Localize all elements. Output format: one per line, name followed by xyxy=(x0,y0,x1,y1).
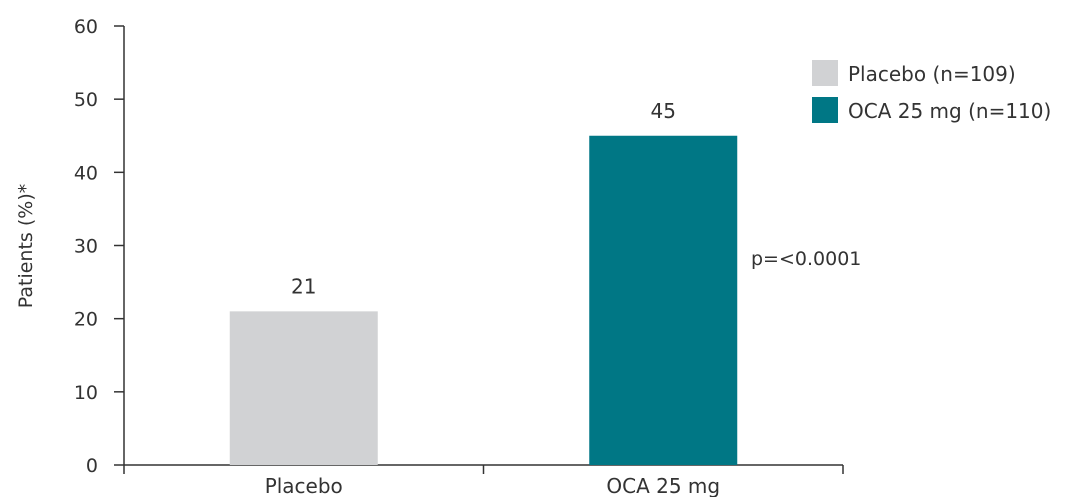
y-tick-label: 50 xyxy=(74,89,98,111)
y-tick-label: 20 xyxy=(74,309,98,331)
p-value-annotation: p=<0.0001 xyxy=(751,248,861,270)
data-label: 21 xyxy=(291,274,316,298)
legend-swatch-placebo xyxy=(812,60,838,86)
legend-swatch-oca xyxy=(812,97,838,123)
legend: Placebo (n=109) OCA 25 mg (n=110) xyxy=(812,60,1051,123)
y-tick-label: 40 xyxy=(74,162,98,184)
y-tick-label: 10 xyxy=(74,382,98,404)
data-labels: 21 45 xyxy=(291,99,676,299)
y-axis-title: Patients (%)* xyxy=(15,184,37,308)
legend-label-placebo: Placebo (n=109) xyxy=(848,62,1016,86)
legend-label-oca: OCA 25 mg (n=110) xyxy=(848,99,1051,123)
y-tick-label: 30 xyxy=(74,236,98,258)
x-category-label: OCA 25 mg xyxy=(606,474,720,497)
bar xyxy=(589,135,738,465)
bar xyxy=(229,311,378,465)
y-axis: 0 10 20 30 40 50 60 xyxy=(74,16,125,477)
bars xyxy=(229,135,738,465)
y-tick-label: 0 xyxy=(86,455,98,477)
y-tick-label: 60 xyxy=(74,16,98,38)
data-label: 45 xyxy=(651,99,676,123)
x-axis: Placebo OCA 25 mg xyxy=(123,464,844,497)
x-category-label: Placebo xyxy=(265,474,343,497)
